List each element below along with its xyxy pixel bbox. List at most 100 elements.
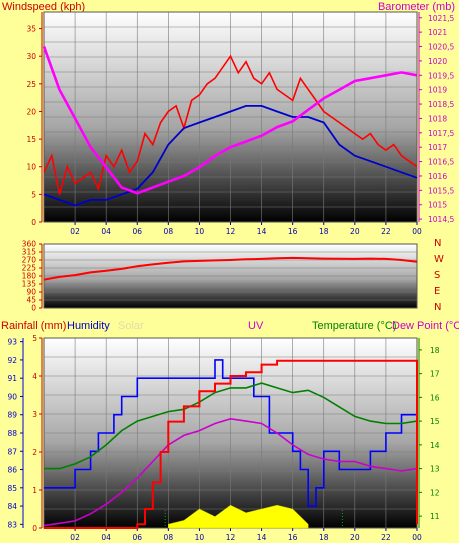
windspeed-tick-label: 25: [26, 80, 36, 89]
temperature-tick-label: 12: [430, 488, 440, 497]
barometer-tick-label: 1020,5: [428, 43, 454, 52]
direction-tick-label: 135: [22, 280, 37, 289]
windspeed-tick-label: 10: [26, 163, 36, 172]
x-tick-label: 16: [288, 227, 298, 236]
x-tick-label: 20: [350, 533, 360, 542]
x-tick-label: 02: [70, 227, 80, 236]
temperature-tick-label: 14: [430, 441, 440, 450]
barometer-tick-label: 1020: [428, 57, 447, 66]
x-tick-label: 18: [319, 227, 329, 236]
barometer-tick-label: 1018: [428, 114, 447, 123]
x-tick-label: 18: [319, 533, 329, 542]
direction-tick-label: 315: [22, 248, 37, 257]
humidity-line: [44, 359, 417, 507]
humidity-temperature-chart: 8384858687888990919293012345111213141516…: [7, 334, 439, 542]
barometer-tick-label: 1018,5: [428, 100, 454, 109]
compass-s: S: [434, 270, 441, 281]
temperature-tick-label: 11: [430, 512, 440, 521]
barometer-tick-label: 1021: [428, 28, 447, 37]
rain-tick-label: 1: [32, 486, 37, 495]
x-tick-label: 06: [132, 533, 142, 542]
windspeed-average-line: [43, 105, 418, 207]
x-tick-label: 00: [412, 533, 422, 542]
x-tick-label: 00: [412, 227, 422, 236]
temperature-tick-label: 17: [430, 370, 440, 379]
temperature-tick-label: 13: [430, 465, 440, 474]
rainfall-axis-label: Rainfall (mm): [1, 320, 67, 332]
barometer-tick-label: 1016,5: [428, 158, 454, 167]
x-tick-label: 14: [257, 533, 267, 542]
x-tick-label: 10: [195, 533, 205, 542]
barometer-tick-label: 1019: [428, 86, 447, 95]
direction-tick-label: 360: [22, 240, 37, 249]
humidity-tick-label: 83: [7, 520, 17, 529]
windspeed-axis-label: Windspeed (kph): [2, 1, 86, 13]
barometer-axis-label: Barometer (mb): [377, 1, 455, 13]
humidity-tick-label: 84: [7, 502, 17, 511]
rain-tick-label: 2: [32, 448, 37, 457]
direction-tick-label: 0: [31, 304, 36, 313]
solar-axis-label: Solar: [118, 320, 144, 332]
direction-tick-label: 270: [22, 256, 37, 265]
humidity-axis-label: Humidity: [67, 320, 110, 332]
compass-e: E: [434, 286, 441, 297]
compass-w: W: [434, 254, 444, 265]
windspeed-tick-label: 30: [26, 52, 36, 61]
barometer-tick-label: 1017,5: [428, 129, 454, 138]
humidity-tick-label: 90: [7, 392, 17, 401]
windspeed-tick-label: 5: [31, 190, 36, 199]
x-tick-label: 20: [350, 227, 360, 236]
x-tick-label: 04: [101, 533, 111, 542]
x-tick-label: 06: [132, 227, 142, 236]
temperature-tick-label: 18: [430, 346, 440, 355]
x-tick-label: 02: [70, 533, 80, 542]
humidity-tick-label: 88: [7, 429, 17, 438]
x-tick-label: 12: [226, 227, 236, 236]
windspeed-tick-label: 20: [26, 107, 36, 116]
direction-tick-label: 45: [26, 296, 36, 305]
rain-tick-label: 4: [32, 372, 37, 381]
dewpoint-line: [43, 417, 418, 527]
temperature-line: [44, 382, 418, 470]
x-tick-label: 14: [257, 227, 267, 236]
humidity-tick-label: 91: [7, 374, 17, 383]
humidity-tick-label: 92: [7, 356, 17, 365]
compass-n-top: N: [434, 238, 442, 249]
x-tick-label: 04: [101, 227, 111, 236]
x-tick-label: 12: [226, 533, 236, 542]
barometer-line: [42, 46, 418, 195]
temperature-tick-label: 16: [430, 393, 440, 402]
x-tick-label: 22: [381, 533, 391, 542]
compass-n-bottom: N: [434, 302, 442, 313]
humidity-tick-label: 85: [7, 484, 17, 493]
x-tick-label: 08: [164, 533, 174, 542]
uv-axis-label: UV: [248, 320, 264, 332]
barometer-tick-label: 1015,5: [428, 186, 454, 195]
wind-direction-line: [43, 256, 418, 281]
barometer-tick-label: 1016: [428, 172, 447, 181]
direction-tick-label: 90: [26, 288, 36, 297]
barometer-tick-label: 1017: [428, 143, 447, 152]
x-tick-label: 16: [288, 533, 298, 542]
solar-area: [168, 504, 309, 529]
windspeed-barometer-chart: 051015202530351014,510151015,510161016,5…: [26, 11, 454, 236]
humidity-tick-label: 87: [7, 447, 17, 456]
x-tick-label: 22: [381, 227, 391, 236]
x-tick-label: 10: [195, 227, 205, 236]
barometer-tick-label: 1015: [428, 201, 447, 210]
direction-tick-label: 225: [22, 264, 37, 273]
windspeed-tick-label: 15: [26, 135, 36, 144]
humidity-tick-label: 86: [7, 466, 17, 475]
barometer-tick-label: 1014,5: [428, 215, 454, 224]
humidity-tick-label: 93: [7, 338, 17, 347]
windspeed-line: [43, 54, 418, 195]
rain-tick-label: 3: [32, 410, 37, 419]
barometer-tick-label: 1019,5: [428, 71, 454, 80]
humidity-tick-label: 89: [7, 411, 17, 420]
rain-tick-label: 5: [32, 334, 37, 343]
windspeed-tick-label: 35: [26, 25, 36, 34]
dewpoint-axis-label: Dew Point (°C): [392, 320, 459, 332]
windspeed-tick-label: 0: [31, 218, 36, 227]
